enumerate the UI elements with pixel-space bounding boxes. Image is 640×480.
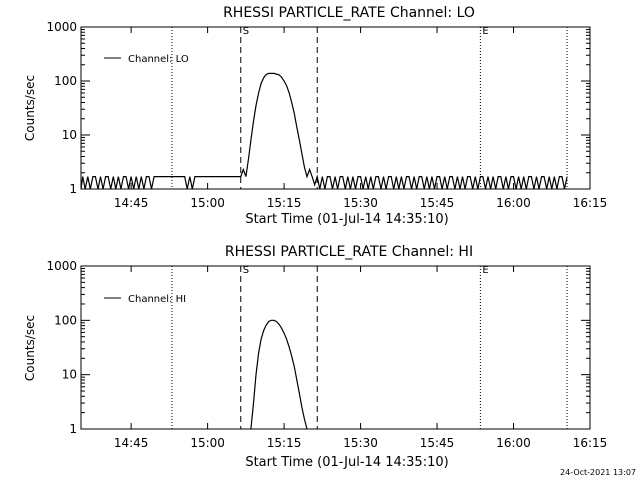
- series-group: [250, 319, 308, 430]
- series-line: [250, 319, 308, 430]
- x-tick-group: 14:45 15:00 15:15 15:30 15:45 16:00 16:15: [114, 27, 607, 210]
- y-tick-group: 1 10 100 1000: [46, 20, 590, 196]
- legend: Channel: HI: [104, 294, 186, 305]
- y-axis-label: Counts/sec: [23, 75, 37, 141]
- y-axis-label: Counts/sec: [23, 315, 37, 381]
- plot-frame: [80, 265, 591, 430]
- plot-frame: [80, 26, 591, 190]
- footer-timestamp: 24-Oct-2021 13:07: [560, 468, 636, 477]
- x-tick-label: 15:15: [267, 436, 302, 450]
- x-tick-label: 15:00: [190, 436, 225, 450]
- x-axis-label: Start Time (01-Jul-14 14:35:10): [245, 212, 448, 227]
- x-tick-label: 14:45: [114, 196, 149, 210]
- y-tick-label: 1000: [46, 20, 77, 34]
- x-tick-label: 15:45: [420, 196, 455, 210]
- legend: Channel: LO: [104, 54, 189, 65]
- y-tick-label: 100: [54, 74, 77, 88]
- x-tick-group: 14:45 15:00 15:15 15:30 15:45 16:00 16:15: [114, 266, 607, 450]
- y-tick-label: 1000: [46, 259, 77, 273]
- y-tick-label: 1: [69, 422, 77, 436]
- x-tick-label: 15:30: [343, 436, 378, 450]
- panel-hi: RHESSI PARTICLE_RATE Channel: HI Counts/…: [23, 244, 607, 470]
- panel-title: RHESSI PARTICLE_RATE Channel: HI: [225, 244, 473, 260]
- x-tick-label: 15:00: [190, 196, 225, 210]
- x-tick-label: 16:15: [573, 436, 608, 450]
- x-tick-label: 15:30: [343, 196, 378, 210]
- panel-lo: RHESSI PARTICLE_RATE Channel: LO Counts/…: [23, 5, 607, 227]
- series-group: [80, 72, 568, 190]
- y-tick-label: 1: [69, 182, 77, 196]
- y-tick-group: 1 10 100 1000: [46, 259, 590, 436]
- y-tick-label: 10: [62, 368, 77, 382]
- x-tick-label: 16:15: [573, 196, 608, 210]
- x-tick-label: 14:45: [114, 436, 149, 450]
- x-tick-label: 16:00: [496, 196, 531, 210]
- time-marker-label: S: [243, 265, 249, 276]
- x-tick-label: 15:15: [267, 196, 302, 210]
- time-marker-label: S: [243, 26, 249, 37]
- x-tick-label: 16:00: [496, 436, 531, 450]
- x-axis-label: Start Time (01-Jul-14 14:35:10): [245, 455, 448, 470]
- legend-label: Channel: HI: [128, 294, 186, 305]
- legend-label: Channel: LO: [128, 54, 189, 65]
- time-marker-label: E: [482, 26, 488, 37]
- time-marker-label: E: [482, 265, 488, 276]
- y-tick-label: 10: [62, 128, 77, 142]
- y-tick-label: 100: [54, 313, 77, 327]
- series-line: [80, 72, 568, 190]
- panel-title: RHESSI PARTICLE_RATE Channel: LO: [223, 5, 475, 21]
- x-tick-label: 15:45: [420, 436, 455, 450]
